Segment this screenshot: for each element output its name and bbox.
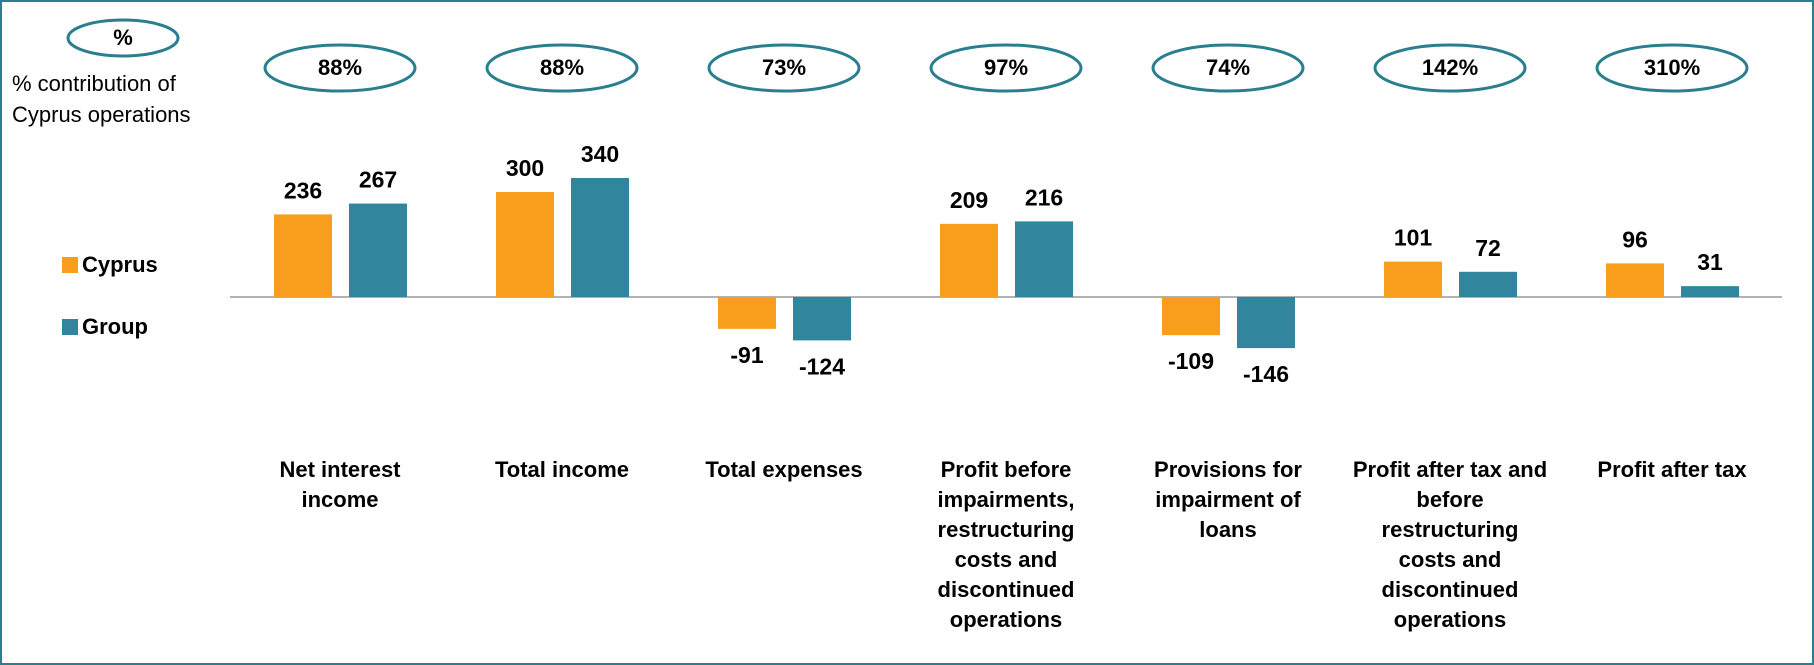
bar [274, 214, 332, 297]
value-label: 31 [1697, 249, 1723, 275]
legend-label: Group [82, 314, 148, 339]
category-label: Profit after tax [1597, 457, 1747, 482]
bar [1681, 286, 1739, 297]
value-label: 216 [1025, 184, 1063, 210]
contribution-label: 142% [1422, 55, 1478, 80]
category-label: Total expenses [705, 457, 863, 482]
bar [940, 223, 998, 297]
category-label: Profit before impairments, restructuring… [937, 457, 1075, 632]
bar [1459, 271, 1517, 297]
legend-swatch [62, 319, 78, 335]
header-label: % [113, 25, 133, 50]
bar [793, 297, 851, 341]
value-label: 300 [506, 155, 544, 181]
contribution-oval [1151, 43, 1305, 93]
bar [1162, 297, 1220, 336]
value-label: -109 [1168, 348, 1214, 374]
value-label: -91 [730, 342, 763, 368]
bar [571, 178, 629, 297]
contribution-oval [485, 43, 639, 93]
legend-swatch [62, 257, 78, 273]
value-label: 267 [359, 167, 397, 193]
value-label: 101 [1394, 225, 1433, 251]
contribution-oval [1595, 43, 1749, 93]
bar [1015, 221, 1073, 297]
bar [1237, 297, 1295, 349]
legend-label: Cyprus [82, 252, 158, 277]
value-label: 340 [581, 141, 619, 167]
bar [718, 297, 776, 329]
contribution-label: 88% [540, 55, 584, 80]
header-oval [66, 18, 180, 58]
contribution-label: 73% [762, 55, 806, 80]
contribution-label: 74% [1206, 55, 1250, 80]
category-label: Net interest income [279, 457, 401, 512]
bar [1384, 261, 1442, 297]
value-label: 96 [1622, 226, 1648, 252]
contribution-oval [929, 43, 1083, 93]
bar [349, 203, 407, 297]
category-label: Total income [494, 457, 630, 482]
contribution-label: 88% [318, 55, 362, 80]
contribution-oval [263, 43, 417, 93]
value-label: 236 [284, 177, 322, 203]
value-label: -124 [799, 353, 845, 379]
bar [496, 192, 554, 297]
contribution-title: % contribution of Cyprus operations [12, 71, 191, 127]
contribution-oval [707, 43, 861, 93]
bar [1606, 263, 1664, 297]
category-label: Profit after tax and before restructurin… [1352, 457, 1548, 632]
contribution-oval [1373, 43, 1527, 93]
value-label: 209 [950, 187, 988, 213]
value-label: -146 [1243, 361, 1289, 387]
contribution-label: 97% [984, 55, 1028, 80]
value-label: 72 [1475, 235, 1501, 261]
contribution-label: 310% [1644, 55, 1700, 80]
category-label: Provisions for impairment of loans [1154, 457, 1302, 542]
